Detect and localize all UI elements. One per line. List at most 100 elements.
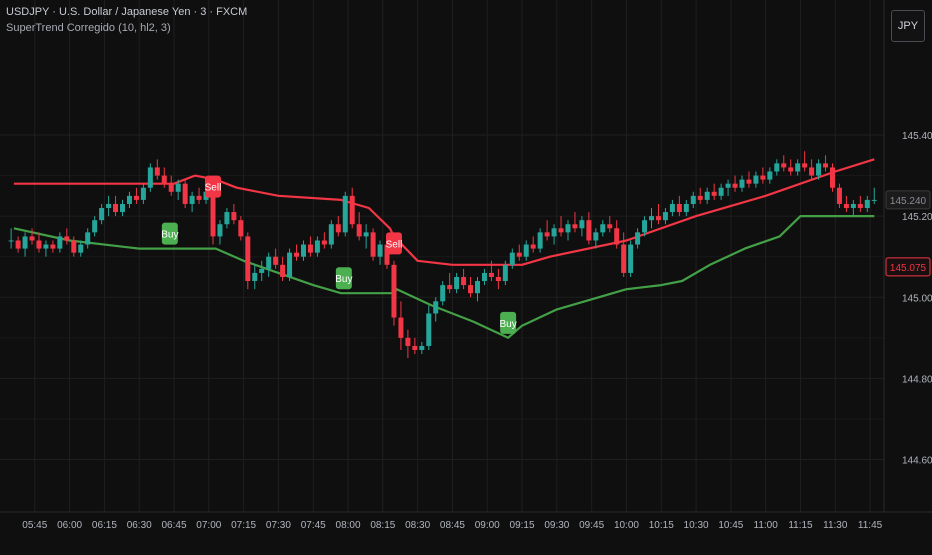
candle — [15, 236, 21, 253]
grid — [0, 0, 884, 512]
x-tick-label: 06:15 — [92, 520, 117, 531]
candle-body — [649, 216, 655, 221]
candle-body — [440, 285, 446, 302]
candle-body — [133, 195, 139, 200]
candle-body — [614, 228, 620, 245]
candle-body — [266, 256, 272, 269]
candle — [71, 236, 77, 257]
candle — [697, 187, 703, 204]
candle — [537, 228, 543, 253]
candle-body — [120, 203, 126, 213]
candle-body — [363, 232, 369, 237]
candle — [468, 276, 474, 298]
candle-body — [746, 179, 752, 184]
candle-body — [398, 317, 404, 338]
candle-body — [356, 224, 362, 237]
x-tick-label: 10:00 — [614, 520, 639, 531]
candle — [621, 232, 627, 277]
candle — [252, 264, 258, 290]
candle — [586, 212, 592, 245]
candle-body — [50, 244, 56, 249]
signal-label: Buy — [500, 319, 517, 330]
candle — [161, 167, 167, 188]
candle-body — [335, 224, 341, 233]
signal-label: Sell — [205, 183, 222, 194]
candle — [85, 228, 91, 249]
candle — [579, 216, 585, 237]
buy-signal: Buy — [161, 222, 178, 245]
candle-body — [523, 244, 529, 257]
x-tick-label: 10:15 — [649, 520, 674, 531]
candle — [788, 159, 794, 176]
indicator-label[interactable]: SuperTrend Corregido (10, hl2, 3) — [6, 22, 171, 34]
candle-body — [635, 232, 641, 245]
candle-body — [22, 236, 28, 249]
current-price-label: 145.240 — [885, 190, 931, 210]
candle-body — [565, 224, 571, 233]
candle — [767, 167, 773, 184]
candle — [43, 240, 49, 257]
candle-body — [600, 224, 606, 233]
candle-body — [753, 175, 759, 184]
candle-body — [147, 167, 153, 188]
candle-body — [781, 163, 787, 168]
candle-body — [29, 236, 35, 241]
candle-body — [217, 224, 223, 237]
x-tick-label: 06:45 — [162, 520, 187, 531]
candle-body — [447, 285, 453, 290]
candle — [231, 203, 237, 225]
candle — [175, 179, 181, 200]
candle — [280, 256, 286, 282]
supertrend-up-line — [13, 215, 875, 339]
candle — [635, 228, 641, 249]
candle-body — [377, 244, 383, 257]
candle-body — [774, 163, 780, 172]
candle-body — [544, 232, 550, 237]
currency-button[interactable]: JPY — [891, 10, 925, 42]
candle-body — [676, 203, 682, 213]
signal-label: Buy — [161, 230, 178, 241]
candle — [120, 199, 126, 217]
candle — [495, 268, 501, 290]
candle — [746, 171, 752, 188]
candle — [607, 216, 613, 233]
symbol-title[interactable]: USDJPY · U.S. Dollar / Japanese Yen · 3 … — [6, 6, 248, 18]
candle-body — [461, 276, 467, 286]
candle-body — [843, 203, 849, 209]
candle — [809, 159, 815, 180]
candle — [802, 151, 808, 172]
candle — [642, 216, 648, 237]
axes: 145.400 145.200 145.000 144.800 144.600 05:45… — [0, 0, 932, 531]
signal-label: Buy — [335, 274, 352, 285]
candle-body — [307, 244, 313, 253]
candle — [182, 179, 188, 209]
candle-body — [57, 236, 63, 249]
candle — [795, 159, 801, 176]
buy-signal-bg — [500, 311, 517, 334]
candle — [829, 163, 835, 192]
candle-body — [690, 195, 696, 204]
candle-body — [15, 240, 21, 249]
candle-body — [426, 313, 432, 346]
candle-body — [370, 232, 376, 257]
candle-body — [8, 240, 14, 242]
candle-body — [572, 224, 578, 229]
x-tick-label: 06:30 — [127, 520, 152, 531]
candle-body — [433, 301, 439, 314]
x-tick-label: 11:15 — [788, 520, 813, 531]
candle — [29, 228, 35, 245]
alert-price-label: 145.075 — [885, 257, 931, 277]
candle-body — [655, 216, 661, 221]
candle — [342, 191, 348, 237]
buy-signal: Buy — [500, 311, 517, 334]
candle — [871, 187, 877, 204]
candle — [36, 232, 42, 253]
candle — [189, 191, 195, 213]
candle-body — [314, 240, 320, 253]
x-tick-label: 08:45 — [440, 520, 465, 531]
candle-body — [642, 220, 648, 233]
candle — [781, 155, 787, 172]
candle-body — [767, 171, 773, 180]
